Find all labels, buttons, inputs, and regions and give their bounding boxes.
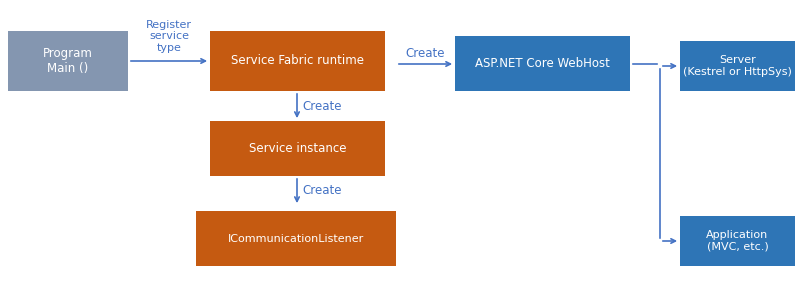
FancyBboxPatch shape bbox=[210, 121, 385, 176]
Text: Application
(MVC, etc.): Application (MVC, etc.) bbox=[706, 230, 769, 252]
FancyBboxPatch shape bbox=[680, 216, 795, 266]
FancyBboxPatch shape bbox=[455, 36, 630, 91]
Text: Service instance: Service instance bbox=[249, 142, 346, 155]
FancyBboxPatch shape bbox=[196, 211, 396, 266]
FancyBboxPatch shape bbox=[680, 41, 795, 91]
Text: Service Fabric runtime: Service Fabric runtime bbox=[231, 55, 364, 67]
Text: ICommunicationListener: ICommunicationListener bbox=[227, 233, 364, 243]
Text: Program
Main (): Program Main () bbox=[43, 47, 93, 75]
Text: Create: Create bbox=[302, 100, 341, 112]
Text: Create: Create bbox=[302, 184, 341, 198]
FancyBboxPatch shape bbox=[8, 31, 128, 91]
Text: Server
(Kestrel or HttpSys): Server (Kestrel or HttpSys) bbox=[683, 55, 792, 77]
Text: Create: Create bbox=[406, 47, 445, 60]
Text: ASP.NET Core WebHost: ASP.NET Core WebHost bbox=[475, 57, 610, 70]
Text: Register
service
type: Register service type bbox=[146, 20, 192, 53]
FancyBboxPatch shape bbox=[210, 31, 385, 91]
